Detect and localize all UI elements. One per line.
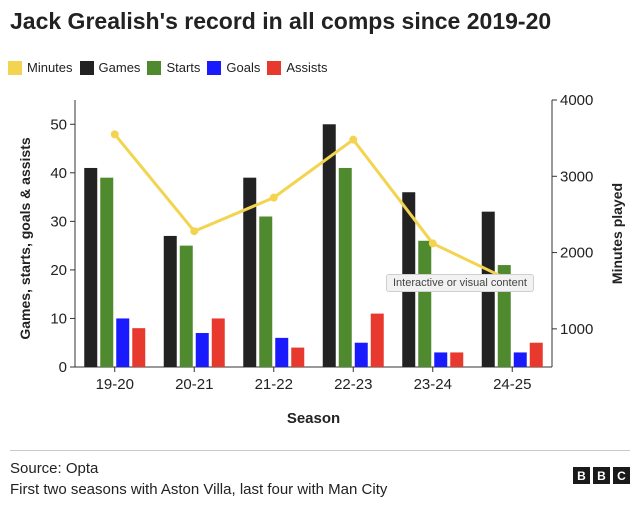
- x-tick-label: 19-20: [96, 376, 134, 393]
- x-tick-label: 24-25: [493, 376, 531, 393]
- tooltip: Interactive or visual content: [386, 274, 534, 292]
- legend-swatch-games: [79, 60, 94, 75]
- footnote-line: First two seasons with Aston Villa, last…: [10, 481, 388, 498]
- bar-games: [322, 124, 336, 367]
- bar-assists: [132, 328, 146, 367]
- source-divider: [10, 450, 630, 451]
- minutes-point: [190, 227, 199, 236]
- bar-starts: [100, 177, 114, 367]
- y2-axis-title: Minutes played: [609, 183, 625, 284]
- bar-games: [163, 235, 177, 367]
- y-axis-title: Games, starts, goals & assists: [17, 137, 33, 340]
- legend-item-starts: Starts: [147, 60, 200, 75]
- minutes-point: [110, 130, 119, 139]
- legend-item-minutes: Minutes: [8, 60, 73, 75]
- y-tick-label: 20: [50, 262, 67, 279]
- x-axis-title: Season: [287, 410, 340, 427]
- legend-swatch-minutes: [8, 60, 22, 75]
- minutes-point: [349, 135, 358, 144]
- bar-assists: [291, 347, 305, 367]
- bar-assists: [211, 318, 225, 367]
- y-tick-label: 50: [50, 116, 67, 133]
- y-tick-label: 10: [50, 310, 67, 327]
- legend: Minutes Games Starts Goals Assists: [8, 60, 335, 75]
- bar-games: [243, 177, 257, 367]
- chart-title: Jack Grealish's record in all comps sinc…: [10, 8, 552, 34]
- source-note: Source: Opta First two seasons with Asto…: [10, 458, 387, 500]
- bar-assists: [370, 313, 384, 367]
- y-tick-label: 0: [59, 359, 67, 376]
- x-tick-label: 22-23: [334, 376, 372, 393]
- bar-assists: [450, 352, 464, 367]
- y2-tick-label: 4000: [560, 92, 593, 109]
- minutes-point: [269, 193, 278, 202]
- plot-area: 0 10 20 30 40 50 1000 2000 3000 4000 19-20 20-21 21-…: [17, 92, 625, 427]
- y-tick-label: 40: [50, 165, 67, 182]
- bar-goals: [116, 318, 130, 367]
- legend-item-assists: Assists: [267, 60, 328, 75]
- y2-tick-label: 1000: [560, 321, 593, 338]
- x-tick-label: 23-24: [414, 376, 452, 393]
- legend-swatch-starts: [147, 60, 162, 75]
- bbc-logo: B B C: [570, 467, 630, 484]
- legend-item-games: Games: [79, 60, 141, 75]
- y2-tick-label: 2000: [560, 245, 593, 262]
- bar-goals: [195, 333, 209, 367]
- y2-tick-label: 3000: [560, 168, 593, 185]
- bar-goals: [513, 352, 527, 367]
- bar-goals: [354, 342, 368, 367]
- bar-assists: [529, 342, 543, 367]
- legend-swatch-goals: [207, 60, 222, 75]
- x-tick-label: 21-22: [255, 376, 293, 393]
- legend-label-games: Games: [98, 60, 141, 75]
- chart-svg: 0 10 20 30 40 50 1000 2000 3000 4000 19-20 20-21 21-…: [17, 92, 625, 427]
- bar-goals: [434, 352, 448, 367]
- bar-goals: [275, 337, 289, 367]
- legend-label-minutes: Minutes: [27, 60, 73, 75]
- y-tick-label: 30: [50, 213, 67, 230]
- bar-starts: [259, 216, 273, 367]
- logo-block: C: [613, 467, 630, 484]
- bar-starts: [179, 245, 193, 367]
- source-line: Source: Opta: [10, 460, 99, 477]
- legend-swatch-assists: [267, 60, 282, 75]
- x-tick-label: 20-21: [175, 376, 213, 393]
- logo-block: B: [573, 467, 590, 484]
- bar-starts: [338, 167, 352, 367]
- legend-label-goals: Goals: [226, 60, 261, 75]
- bar-games: [84, 167, 98, 367]
- legend-label-starts: Starts: [166, 60, 201, 75]
- minutes-line: [113, 133, 513, 283]
- minutes-point: [428, 239, 437, 248]
- logo-block: B: [593, 467, 610, 484]
- legend-item-goals: Goals: [207, 60, 260, 75]
- legend-label-assists: Assists: [286, 60, 328, 75]
- bar-starts: [418, 240, 432, 367]
